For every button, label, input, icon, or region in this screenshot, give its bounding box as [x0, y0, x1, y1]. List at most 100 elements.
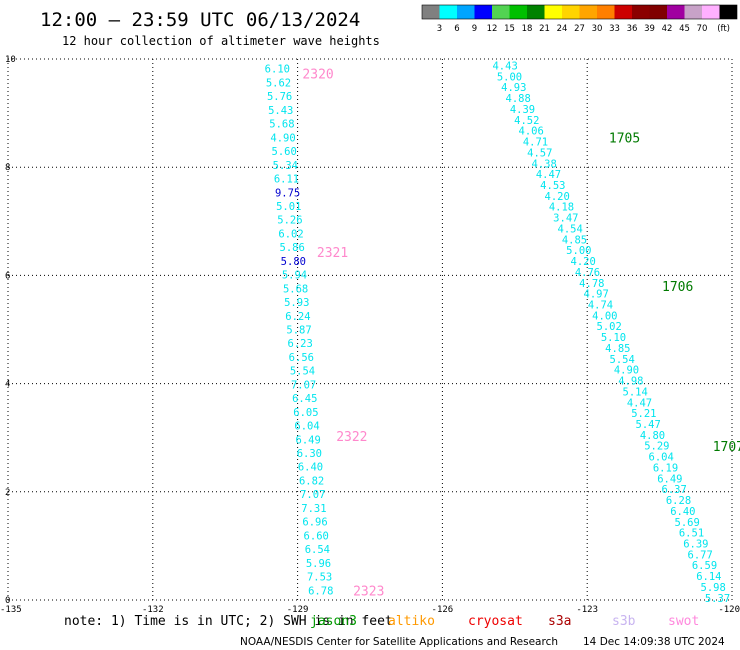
time-label: 1707: [713, 440, 740, 455]
wave-height-label: 5.80: [281, 256, 306, 268]
y-tick-label: 10: [5, 55, 16, 65]
wave-height-label: 4.90: [614, 365, 639, 377]
wave-height-label: 7.07: [291, 379, 316, 391]
wave-height-label: 5.87: [286, 325, 311, 337]
colorbar-label: 42: [662, 24, 673, 34]
wave-height-label: 6.40: [670, 506, 695, 518]
wave-height-label: 4.54: [558, 223, 583, 235]
wave-height-label: 4.52: [514, 115, 539, 127]
wave-height-label: 5.14: [623, 386, 648, 398]
wave-height-label: 5.47: [636, 419, 661, 431]
wave-height-label: 7.31: [301, 503, 326, 515]
time-label: 1705: [609, 131, 640, 146]
wave-height-label: 7.53: [307, 572, 332, 584]
wave-height-label: 6.23: [288, 338, 313, 350]
wave-height-label: 4.47: [536, 169, 561, 181]
colorbar-swatch: [439, 5, 457, 19]
wave-height-label: 5.96: [306, 558, 331, 570]
wave-height-label: 5.37: [705, 593, 730, 605]
units-note: note: 1) Time is in UTC; 2) SWH is in fe…: [64, 614, 393, 629]
x-tick-label: -123: [576, 605, 598, 615]
wave-height-label: 4.85: [562, 234, 587, 246]
wave-height-label: 6.37: [662, 484, 687, 496]
wave-height-label: 4.06: [519, 126, 544, 138]
wave-height-label: 5.34: [273, 160, 298, 172]
y-tick-label: 4: [5, 380, 10, 390]
satellite-name: s3a: [548, 614, 571, 629]
wave-height-label: 6.11: [274, 174, 299, 186]
chart-title: 12:00 – 23:59 UTC 06/13/2024: [40, 9, 360, 31]
colorbar-label: 70: [697, 24, 708, 34]
wave-height-label: 5.10: [601, 332, 626, 344]
satellite-name: jason3: [310, 614, 357, 629]
wave-height-label: 5.54: [290, 366, 315, 378]
wave-height-label: 7.07: [300, 489, 325, 501]
wave-height-label: 5.68: [269, 119, 294, 131]
wave-height-label: 4.88: [506, 93, 531, 105]
wave-height-label: 5.98: [701, 582, 726, 594]
wave-height-label: 4.47: [627, 397, 652, 409]
wave-height-label: 6.78: [308, 585, 333, 597]
wave-height-label: 6.14: [696, 571, 721, 583]
wave-height-label: 5.93: [284, 297, 309, 309]
wave-height-label: 5.26: [277, 215, 302, 227]
axis-tick-labels: -135 -132 -129 -126 -123 -120 0 2 4 6 8 10: [0, 55, 740, 615]
satellite-name: swot: [668, 614, 699, 629]
wave-height-label: 6.96: [302, 517, 327, 529]
wave-height-label: 4.71: [523, 137, 548, 149]
wave-height-label: 6.04: [294, 421, 319, 433]
colorbar-swatch: [667, 5, 685, 19]
colorbar-swatch: [562, 5, 580, 19]
wave-height-label: 6.02: [278, 228, 303, 240]
colorbar-label: 3: [437, 24, 442, 34]
x-tick-label: -135: [0, 605, 22, 615]
colorbar-label: 39: [644, 24, 655, 34]
wave-height-values: 6.105.625.765.435.684.905.605.346.119.75…: [265, 60, 730, 604]
wave-height-label: 4.76: [575, 267, 600, 279]
wave-height-label: 5.68: [283, 283, 308, 295]
wave-height-label: 5.69: [675, 517, 700, 529]
time-label: 2321: [317, 246, 348, 261]
wave-height-label: 5.62: [266, 77, 291, 89]
y-tick-label: 6: [5, 271, 10, 281]
wave-height-label: 5.60: [272, 146, 297, 158]
timestamp-text: 14 Dec 14:09:38 UTC 2024: [583, 636, 725, 648]
time-label: 2322: [336, 430, 367, 445]
wave-height-label: 4.98: [618, 376, 643, 388]
satellite-name: s3b: [612, 614, 636, 629]
wave-height-label: 4.57: [527, 147, 552, 159]
credit-text: NOAA/NESDIS Center for Satellite Applica…: [240, 636, 558, 648]
satellite-name: altiko: [388, 614, 435, 629]
wave-height-label: 4.38: [532, 158, 557, 170]
wave-height-label: 6.19: [653, 462, 678, 474]
x-tick-label: -129: [287, 605, 309, 615]
bottom-notes: note: 1) Time is in UTC; 2) SWH is in fe…: [64, 614, 725, 648]
satellite-name: cryosat: [468, 614, 523, 629]
wave-height-label: 5.94: [282, 270, 307, 282]
color-scale-legend: 3 6 9 12 15 18 21 24 27 30 33 36 39 42 45 70 (ft): [421, 4, 738, 34]
x-tick-label: -126: [432, 605, 454, 615]
wave-height-label: 5.76: [267, 91, 292, 103]
track-time-labels: 2320232123222323170517061707170: [302, 68, 740, 600]
wave-height-label: 6.04: [649, 452, 674, 464]
colorbar-swatch: [597, 5, 615, 19]
wave-height-label: 6.51: [679, 528, 704, 540]
wave-height-label: 6.77: [688, 549, 713, 561]
wave-height-label: 4.97: [584, 289, 609, 301]
chart-subtitle: 12 hour collection of altimeter wave hei…: [62, 34, 380, 48]
wave-height-label: 6.40: [298, 462, 323, 474]
wave-height-label: 6.59: [692, 560, 717, 572]
colorbar-label: 12: [487, 24, 498, 34]
colorbar-swatch: [544, 5, 562, 19]
wave-height-label: 4.85: [605, 343, 630, 355]
colorbar-swatch: [719, 5, 737, 19]
colorbar-unit: (ft): [717, 24, 730, 34]
colorbar-swatch: [614, 5, 632, 19]
colorbar-swatch: [579, 5, 597, 19]
wave-height-label: 5.86: [280, 242, 305, 254]
colorbar-label: 18: [522, 24, 533, 34]
wave-height-label: 4.90: [270, 132, 295, 144]
time-label: 2323: [353, 584, 384, 599]
colorbar-swatch: [457, 5, 475, 19]
